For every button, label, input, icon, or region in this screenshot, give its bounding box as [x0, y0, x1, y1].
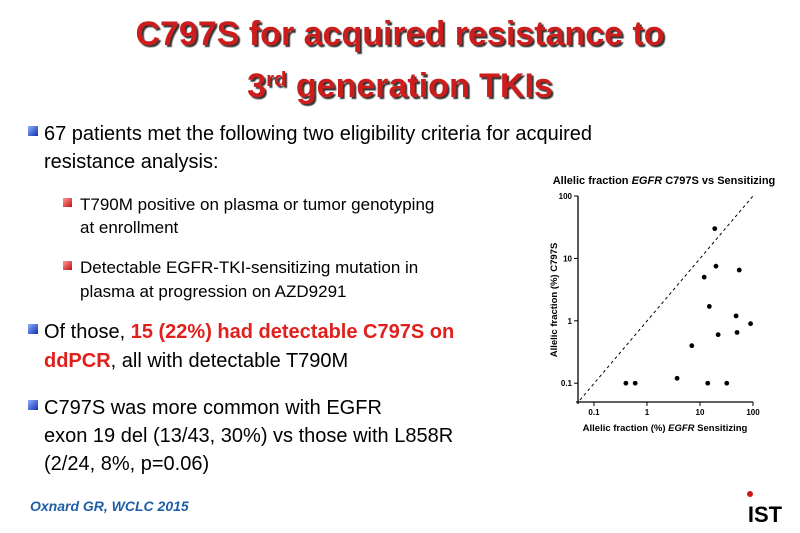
- bullet-text: Of those, 15 (22%) had detectable C797S …: [44, 321, 454, 343]
- text-run: T790M positive on plasma or tumor genoty…: [80, 195, 434, 214]
- point: [706, 304, 712, 309]
- bullet-icon: [28, 126, 38, 136]
- bullet-text: exon 19 del (13/43, 30%) vs those with L…: [44, 425, 453, 447]
- point: [715, 332, 721, 338]
- x-tick-label: 100: [746, 408, 760, 417]
- point: [623, 380, 629, 386]
- text-run: Of those,: [44, 321, 131, 343]
- text-run: 67 patients met the following two eligib…: [44, 123, 592, 145]
- text-run: Allelic fraction: [553, 175, 632, 187]
- y-tick-label: 10: [563, 254, 572, 263]
- point: [705, 380, 711, 386]
- bullet-icon: [63, 198, 72, 207]
- text-run: 3: [247, 67, 266, 105]
- y-axis-label: Allelic fraction (%) C797S: [549, 243, 560, 358]
- y-tick-label: 1: [568, 317, 573, 326]
- point: [736, 267, 742, 273]
- slide-title: 3rd generation TKIs: [247, 67, 553, 105]
- point: [713, 263, 719, 269]
- bullet-text: 67 patients met the following two eligib…: [44, 123, 592, 145]
- text-run: Sensitizing: [695, 423, 748, 434]
- bullet-icon: [28, 324, 38, 334]
- bullet-text: Detectable EGFR-TKI-sensitizing mutation…: [80, 258, 418, 277]
- reference-line: [579, 195, 754, 401]
- text-run: generation TKIs: [286, 67, 552, 105]
- bullet-icon: [63, 261, 72, 270]
- text-run: EGFR: [668, 423, 695, 434]
- text-run: , all with detectable T790M: [111, 350, 349, 372]
- point: [734, 330, 740, 335]
- point: [733, 313, 739, 319]
- text-run: plasma at progression on AZD9291: [80, 282, 347, 301]
- text-run: ddPCR: [44, 350, 111, 372]
- chart-title: Allelic fraction EGFR C797S vs Sensitizi…: [553, 175, 776, 187]
- point: [748, 321, 753, 327]
- x-tick-label: 0.1: [588, 408, 600, 417]
- y-tick-label: 0.1: [561, 379, 573, 388]
- slide-title: C797S for acquired resistance to: [135, 15, 664, 53]
- text-run: (2/24, 8%, p=0.06): [44, 453, 209, 475]
- bullet-text: resistance analysis:: [44, 151, 219, 173]
- bullet-text: C797S was more common with EGFR: [44, 397, 382, 419]
- bullet-text: T790M positive on plasma or tumor genoty…: [80, 195, 434, 214]
- x-tick-label: 10: [696, 408, 705, 417]
- text-run: Allelic fraction (%): [583, 423, 669, 434]
- point: [701, 274, 707, 280]
- text-run: C797S vs Sensitizing: [662, 175, 775, 187]
- y-tick-label: 100: [559, 192, 573, 201]
- citation: Oxnard GR, WCLC 2015: [30, 498, 189, 514]
- text-run: rd: [266, 69, 286, 91]
- logo: IST: [748, 502, 783, 527]
- point: [689, 343, 695, 349]
- text-run: at enrollment: [80, 218, 179, 237]
- bullet-icon: [28, 400, 38, 410]
- bullet-text: at enrollment: [80, 218, 179, 237]
- text-run: 15 (22%) had detectable C797S on: [131, 321, 454, 343]
- point: [674, 375, 680, 381]
- point: [724, 380, 730, 386]
- text-run: exon 19 del (13/43, 30%) vs those with L…: [44, 425, 453, 447]
- text-run: Detectable EGFR-TKI-sensitizing mutation…: [80, 258, 418, 277]
- logo-dot: [747, 491, 753, 497]
- bullet-text: plasma at progression on AZD9291: [80, 282, 347, 301]
- text-run: EGFR: [632, 175, 663, 187]
- bullet-text: (2/24, 8%, p=0.06): [44, 453, 209, 475]
- x-tick-label: 1: [645, 408, 650, 417]
- point: [712, 226, 718, 232]
- x-axis-label: Allelic fraction (%) EGFR Sensitizing: [583, 423, 748, 434]
- point: [632, 380, 638, 386]
- text-run: resistance analysis:: [44, 151, 219, 173]
- text-run: C797S was more common with EGFR: [44, 397, 382, 419]
- bullet-text: ddPCR, all with detectable T790M: [44, 350, 348, 372]
